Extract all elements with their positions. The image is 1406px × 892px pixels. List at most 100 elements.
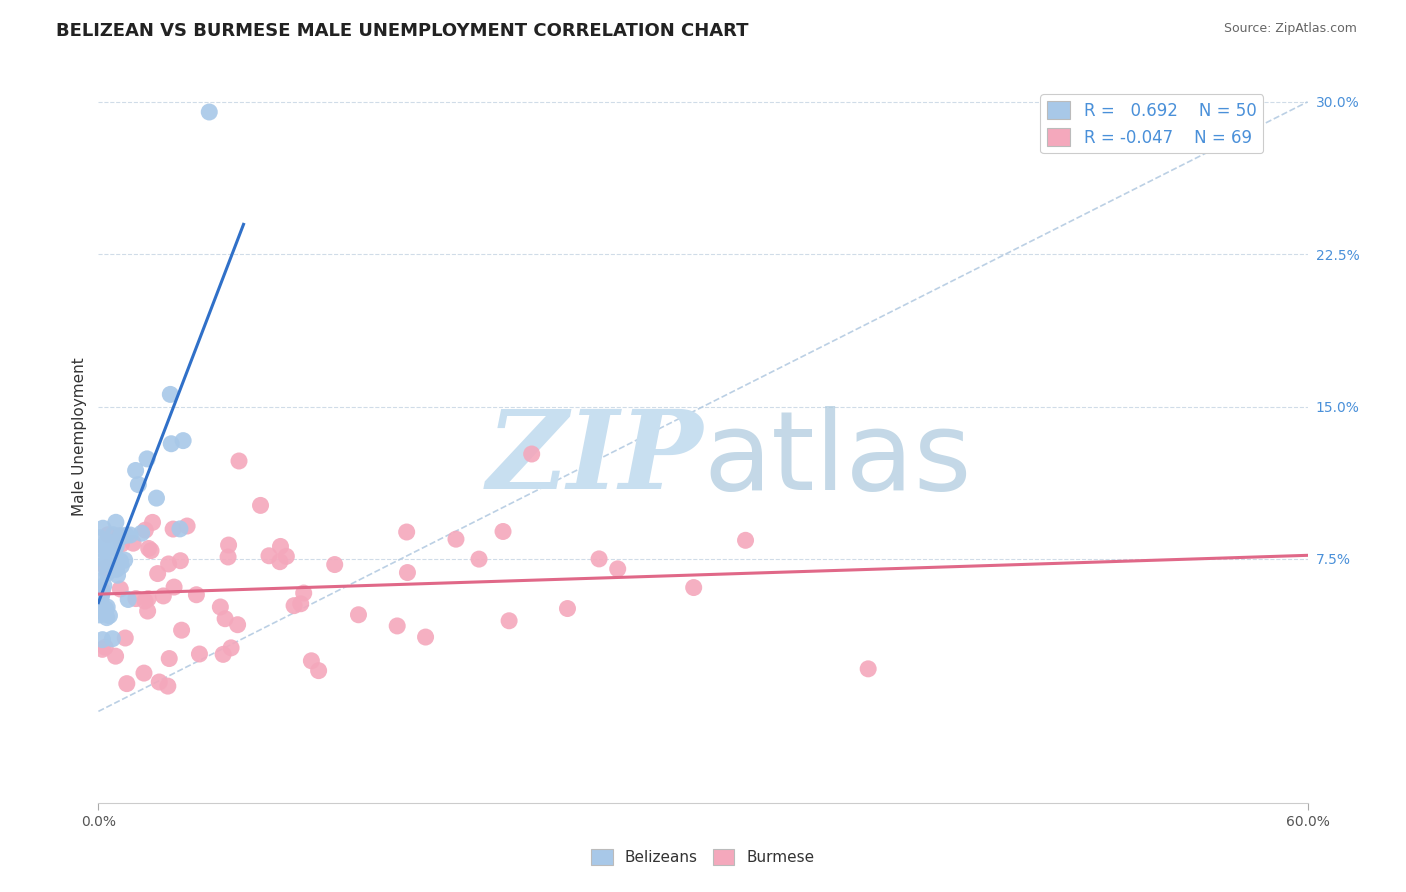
Point bbox=[131, 526, 153, 541]
Point bbox=[468, 552, 491, 566]
Text: ZIP: ZIP bbox=[486, 405, 703, 513]
Point bbox=[299, 654, 322, 668]
Legend: Belizeans, Burmese: Belizeans, Burmese bbox=[585, 843, 821, 871]
Point bbox=[308, 664, 330, 678]
Point bbox=[283, 599, 305, 613]
Point bbox=[89, 584, 111, 599]
Point bbox=[97, 527, 120, 541]
Point bbox=[110, 582, 132, 596]
Point bbox=[276, 549, 298, 564]
Point bbox=[91, 521, 114, 535]
Point bbox=[163, 580, 186, 594]
Point bbox=[127, 477, 149, 491]
Point bbox=[110, 537, 132, 551]
Point bbox=[159, 387, 181, 401]
Point bbox=[160, 436, 183, 450]
Point bbox=[90, 592, 112, 607]
Point bbox=[257, 549, 280, 563]
Point bbox=[520, 447, 543, 461]
Point bbox=[172, 434, 194, 448]
Point bbox=[93, 558, 115, 572]
Point bbox=[101, 632, 124, 646]
Point bbox=[91, 605, 114, 619]
Point bbox=[134, 523, 156, 537]
Point bbox=[122, 536, 145, 550]
Legend: R =   0.692    N = 50, R = -0.047    N = 69: R = 0.692 N = 50, R = -0.047 N = 69 bbox=[1040, 95, 1263, 153]
Point bbox=[91, 586, 114, 600]
Point bbox=[105, 540, 128, 554]
Point bbox=[134, 594, 156, 608]
Text: Source: ZipAtlas.com: Source: ZipAtlas.com bbox=[1223, 22, 1357, 36]
Point bbox=[269, 540, 291, 554]
Point bbox=[110, 530, 132, 544]
Point bbox=[91, 632, 114, 647]
Point bbox=[87, 574, 110, 588]
Text: BELIZEAN VS BURMESE MALE UNEMPLOYMENT CORRELATION CHART: BELIZEAN VS BURMESE MALE UNEMPLOYMENT CO… bbox=[56, 22, 749, 40]
Text: atlas: atlas bbox=[703, 406, 972, 513]
Point bbox=[139, 543, 162, 558]
Point bbox=[115, 528, 138, 542]
Point bbox=[136, 604, 159, 618]
Point bbox=[136, 591, 159, 606]
Point bbox=[186, 588, 208, 602]
Point bbox=[226, 617, 249, 632]
Point bbox=[98, 608, 121, 623]
Point bbox=[557, 601, 579, 615]
Point bbox=[96, 600, 118, 615]
Point bbox=[132, 666, 155, 681]
Point bbox=[292, 586, 315, 600]
Point bbox=[104, 516, 127, 530]
Point bbox=[93, 578, 115, 592]
Point bbox=[218, 538, 240, 552]
Point bbox=[120, 528, 142, 542]
Point bbox=[606, 562, 628, 576]
Point bbox=[91, 583, 114, 598]
Point bbox=[396, 566, 419, 580]
Point bbox=[156, 679, 179, 693]
Point bbox=[734, 533, 756, 548]
Point bbox=[89, 607, 111, 622]
Point bbox=[228, 454, 250, 468]
Point bbox=[323, 558, 346, 572]
Point bbox=[104, 649, 127, 664]
Point bbox=[94, 560, 117, 574]
Point bbox=[209, 599, 232, 614]
Point bbox=[249, 499, 271, 513]
Point bbox=[115, 676, 138, 690]
Point bbox=[94, 602, 117, 616]
Point bbox=[110, 554, 132, 568]
Point bbox=[96, 535, 118, 549]
Point bbox=[290, 597, 312, 611]
Point bbox=[138, 541, 160, 556]
Point bbox=[170, 623, 193, 637]
Point bbox=[148, 675, 170, 690]
Point bbox=[89, 531, 111, 545]
Point bbox=[104, 541, 127, 555]
Point bbox=[91, 642, 114, 657]
Point bbox=[682, 581, 704, 595]
Point bbox=[96, 566, 118, 580]
Point bbox=[108, 529, 131, 543]
Point bbox=[108, 531, 131, 545]
Point bbox=[96, 610, 118, 624]
Point bbox=[136, 451, 159, 466]
Point bbox=[114, 553, 136, 567]
Point bbox=[107, 568, 129, 582]
Point bbox=[94, 640, 117, 655]
Point bbox=[145, 491, 167, 505]
Point bbox=[169, 554, 191, 568]
Point bbox=[110, 559, 132, 574]
Point bbox=[214, 612, 236, 626]
Point bbox=[188, 647, 211, 661]
Point bbox=[176, 519, 198, 533]
Point bbox=[141, 516, 163, 530]
Point bbox=[146, 566, 169, 581]
Point bbox=[110, 529, 132, 543]
Point bbox=[347, 607, 370, 622]
Point bbox=[162, 522, 184, 536]
Point bbox=[91, 542, 114, 557]
Point bbox=[157, 557, 180, 571]
Point bbox=[415, 630, 437, 644]
Point bbox=[387, 619, 409, 633]
Point bbox=[152, 589, 174, 603]
